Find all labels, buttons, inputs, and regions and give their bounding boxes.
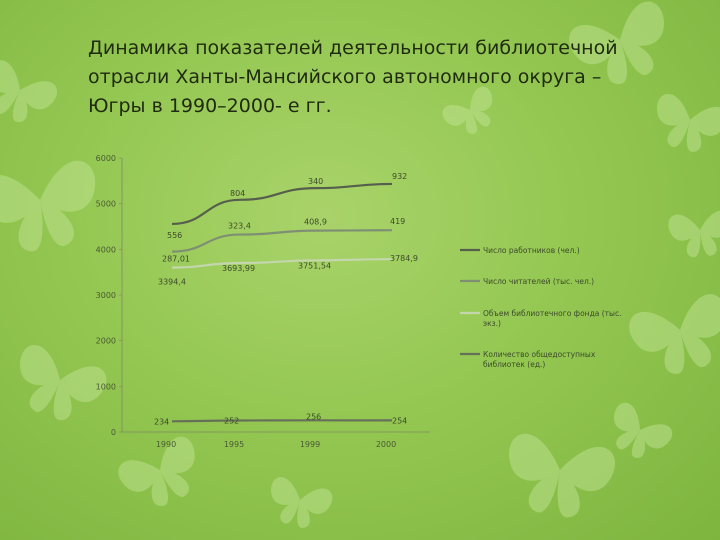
- data-label: 252: [224, 416, 239, 425]
- butterfly-shape: [0, 60, 57, 122]
- data-label: 340: [308, 177, 323, 186]
- butterfly-shape: [509, 433, 615, 518]
- legend-label: Объем библиотечного фонда (тыс. экз.): [483, 309, 621, 328]
- y-tick-label: 5000: [96, 200, 116, 209]
- data-label: 234: [154, 417, 169, 426]
- legend-item: Количество общедоступных библиотек (ед.): [460, 350, 596, 369]
- data-label: 3784,9: [390, 254, 418, 263]
- y-tick-label: 3000: [96, 291, 116, 300]
- data-label: 254: [392, 416, 407, 425]
- butterfly-shape: [118, 436, 195, 506]
- legend-label: Количество общедоступных библиотек (ед.): [483, 350, 596, 369]
- butterfly-shape: [629, 294, 720, 374]
- legend-label: Число читателей (тыс. чел.): [483, 277, 594, 286]
- legend-item: Число работников (чел.): [460, 246, 580, 255]
- data-label: 3394,4: [158, 278, 186, 287]
- x-tick-label: 1995: [224, 440, 244, 449]
- y-tick-label: 0: [111, 428, 116, 437]
- butterfly-shape: [657, 94, 720, 152]
- butterfly-shape: [668, 210, 720, 258]
- data-label: 323,4: [228, 222, 251, 231]
- legend-item: Число читателей (тыс. чел.): [460, 277, 594, 286]
- y-tick-label: 1000: [96, 382, 116, 391]
- series-line: [171, 258, 393, 269]
- series-line: [171, 182, 393, 226]
- data-label: 287,01: [162, 255, 190, 264]
- butterfly-shape: [20, 345, 107, 420]
- butterfly-shape: [271, 477, 333, 528]
- data-label: 932: [392, 172, 407, 181]
- data-label: 256: [306, 412, 321, 421]
- data-label: 556: [167, 231, 182, 240]
- butterfly-shape: [569, 1, 664, 84]
- data-label: 3751,54: [298, 261, 331, 270]
- y-tick-label: 6000: [96, 154, 116, 163]
- chart-data-labels: 556 804 340 932 287,01 323,4 408,9 419 3394,4 369…: [154, 172, 418, 426]
- data-label: 3693,99: [222, 264, 255, 273]
- data-label: 419: [390, 217, 405, 226]
- chart-series-lines: [171, 182, 393, 423]
- butterfly-shape: [0, 160, 96, 252]
- butterfly-shape: [614, 402, 673, 458]
- butterfly-shape: [442, 86, 493, 134]
- y-tick-label: 2000: [96, 337, 116, 346]
- legend-label: Число работников (чел.): [483, 246, 580, 255]
- chart-axes: 0 1000 2000 3000 4000 5000 6000 1990 1995 1999 200…: [96, 154, 430, 449]
- legend-item: Объем библиотечного фонда (тыс. экз.): [460, 309, 621, 328]
- series-line: [171, 229, 393, 253]
- y-tick-label: 4000: [96, 245, 116, 254]
- data-label: 804: [230, 189, 245, 198]
- data-label: 408,9: [304, 218, 327, 227]
- x-tick-label: 1990: [156, 440, 176, 449]
- slide-title: Динамика показателей деятельности библио…: [88, 37, 618, 117]
- x-tick-label: 2000: [376, 440, 396, 449]
- x-tick-label: 1999: [300, 440, 320, 449]
- chart-legend: Число работников (чел.) Число читателей (…: [460, 246, 621, 369]
- series-line: [171, 419, 393, 423]
